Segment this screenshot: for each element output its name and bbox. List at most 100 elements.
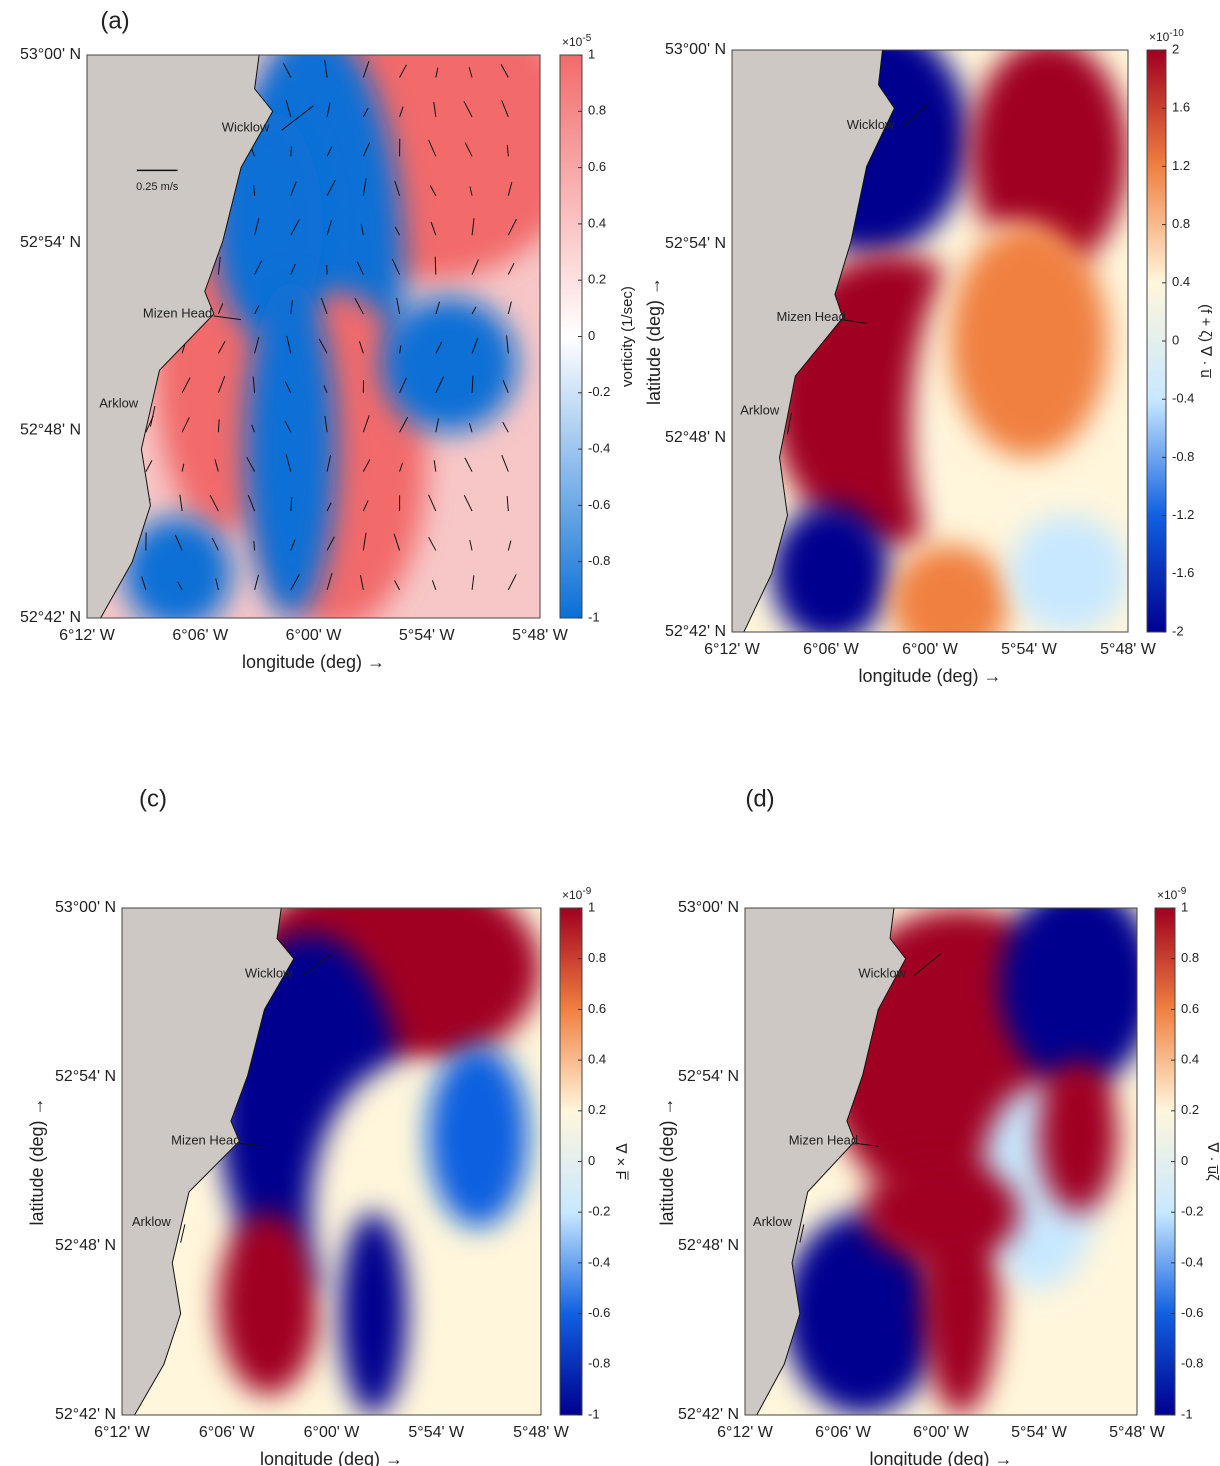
place-pointer (180, 1224, 186, 1243)
exponent-power: -10 (1169, 28, 1184, 39)
colorbar-tick-label: 1 (588, 46, 595, 61)
velocity-vector (252, 376, 256, 393)
velocity-vector (290, 539, 296, 551)
x-tick-label: 6°12' W (94, 1424, 151, 1441)
velocity-vector (396, 297, 401, 315)
velocity-vector (254, 217, 260, 236)
colorbar-tick-label: 0.6 (588, 159, 606, 174)
velocity-vector (500, 64, 509, 78)
colorbar-tick-label: 0 (1172, 332, 1179, 347)
colorbar-tick-label: -0.6 (588, 497, 610, 512)
place-label: Mizen Head (143, 305, 212, 320)
x-tick-label: 5°48' W (513, 1424, 570, 1441)
field-patch (218, 1212, 319, 1395)
x-tick-label: 6°12' W (59, 627, 116, 644)
velocity-vector (428, 536, 437, 551)
exponent-power: -9 (1177, 886, 1186, 897)
colorbar-tick-label: -0.2 (588, 1204, 610, 1219)
velocity-vector (326, 146, 333, 157)
velocity-vector (290, 181, 297, 196)
colorbar-tick-label: 0.8 (588, 950, 606, 965)
colorbar-tick-label: -1.2 (1172, 507, 1194, 522)
colorbar-tick-label: 0.2 (1181, 1102, 1199, 1117)
exponent-power: -9 (582, 886, 591, 897)
map-field (122, 908, 541, 1415)
velocity-vector (471, 218, 475, 236)
colorbar-tick-label: -2 (1172, 623, 1184, 638)
y-tick-label: 52°42' N (55, 1406, 116, 1423)
colorbar-tick-label: -0.6 (1181, 1305, 1203, 1320)
place-label: Wicklow (847, 117, 895, 132)
colorbar-tick-label: -0.4 (1181, 1254, 1203, 1269)
velocity-vector (217, 419, 220, 433)
velocity-vector (209, 494, 219, 512)
y-tick-label: 52°54' N (665, 235, 726, 252)
field-patch (999, 908, 1137, 1086)
velocity-vector (362, 459, 371, 472)
velocity-vector (362, 500, 369, 512)
colorbar-exponent: ×10-5 (562, 33, 592, 50)
velocity-vector (399, 106, 404, 118)
velocity-vector (324, 59, 328, 78)
colorbar-tick-label: 0.4 (1172, 274, 1190, 289)
velocity-vector (469, 186, 473, 196)
place-label: Mizen Head (171, 1133, 240, 1148)
velocity-vector (285, 100, 292, 118)
velocity-vector (428, 139, 437, 157)
field-patch (771, 503, 891, 632)
colorbar-tick-label: 0.4 (588, 215, 606, 230)
velocity-vector (285, 454, 292, 472)
velocity-vector (507, 182, 513, 196)
velocity-vector (435, 376, 445, 394)
place-pointer (786, 412, 792, 435)
velocity-vector (290, 146, 292, 157)
velocity-vector (326, 102, 331, 118)
y-tick-label: 52°42' N (678, 1406, 739, 1423)
velocity-vector (326, 572, 333, 590)
y-tick-label: 53°00' N (20, 46, 81, 63)
velocity-vector (254, 260, 263, 275)
place-label: Arklow (753, 1214, 793, 1229)
velocity-vector (399, 345, 402, 354)
map-field (745, 908, 1137, 1415)
y-axis-label: latitude (deg) → (27, 1097, 47, 1225)
colorbar-tick-label: -0.8 (1181, 1356, 1203, 1371)
velocity-vector (254, 336, 260, 354)
y-tick-label: 52°48' N (678, 1237, 739, 1254)
colorbar-tick-label: -0.2 (588, 384, 610, 399)
place-label: Arklow (99, 395, 139, 410)
colorbar-tick-label: 1 (588, 899, 595, 914)
colorbar-tick-label: 1.6 (1172, 100, 1190, 115)
velocity-vector (394, 226, 401, 236)
velocity-vector (181, 463, 185, 472)
velocity-vector (471, 375, 474, 393)
velocity-vector (323, 385, 328, 393)
velocity-vector (506, 144, 509, 157)
velocity-vector (318, 338, 328, 354)
velocity-vector (215, 578, 219, 590)
velocity-vector (468, 66, 473, 78)
x-axis-label: longitude (deg) → (242, 652, 385, 672)
velocity-vector (399, 416, 409, 433)
place-pointer (854, 1142, 879, 1147)
velocity-vector (507, 540, 512, 551)
velocity-vector (283, 63, 292, 78)
velocity-vector (391, 258, 401, 275)
x-tick-label: 5°54' W (1001, 641, 1058, 658)
place-label: Arklow (132, 1214, 172, 1229)
field-patch (427, 1044, 529, 1228)
colorbar-tick-label: 0.2 (588, 1102, 606, 1117)
velocity-vector (326, 502, 332, 512)
velocity-vector (433, 101, 437, 117)
y-tick-label: 52°42' N (665, 623, 726, 640)
plot-frame (86, 54, 541, 619)
velocity-vector (464, 457, 473, 472)
velocity-vector (181, 377, 191, 394)
place-label: Mizen Head (789, 1133, 858, 1148)
colorbar-tick-label: -1 (588, 609, 600, 624)
velocity-vector (217, 375, 226, 393)
x-tick-label: 5°48' W (1100, 641, 1157, 658)
velocity-vector (358, 341, 364, 354)
y-tick-label: 52°54' N (678, 1068, 739, 1085)
